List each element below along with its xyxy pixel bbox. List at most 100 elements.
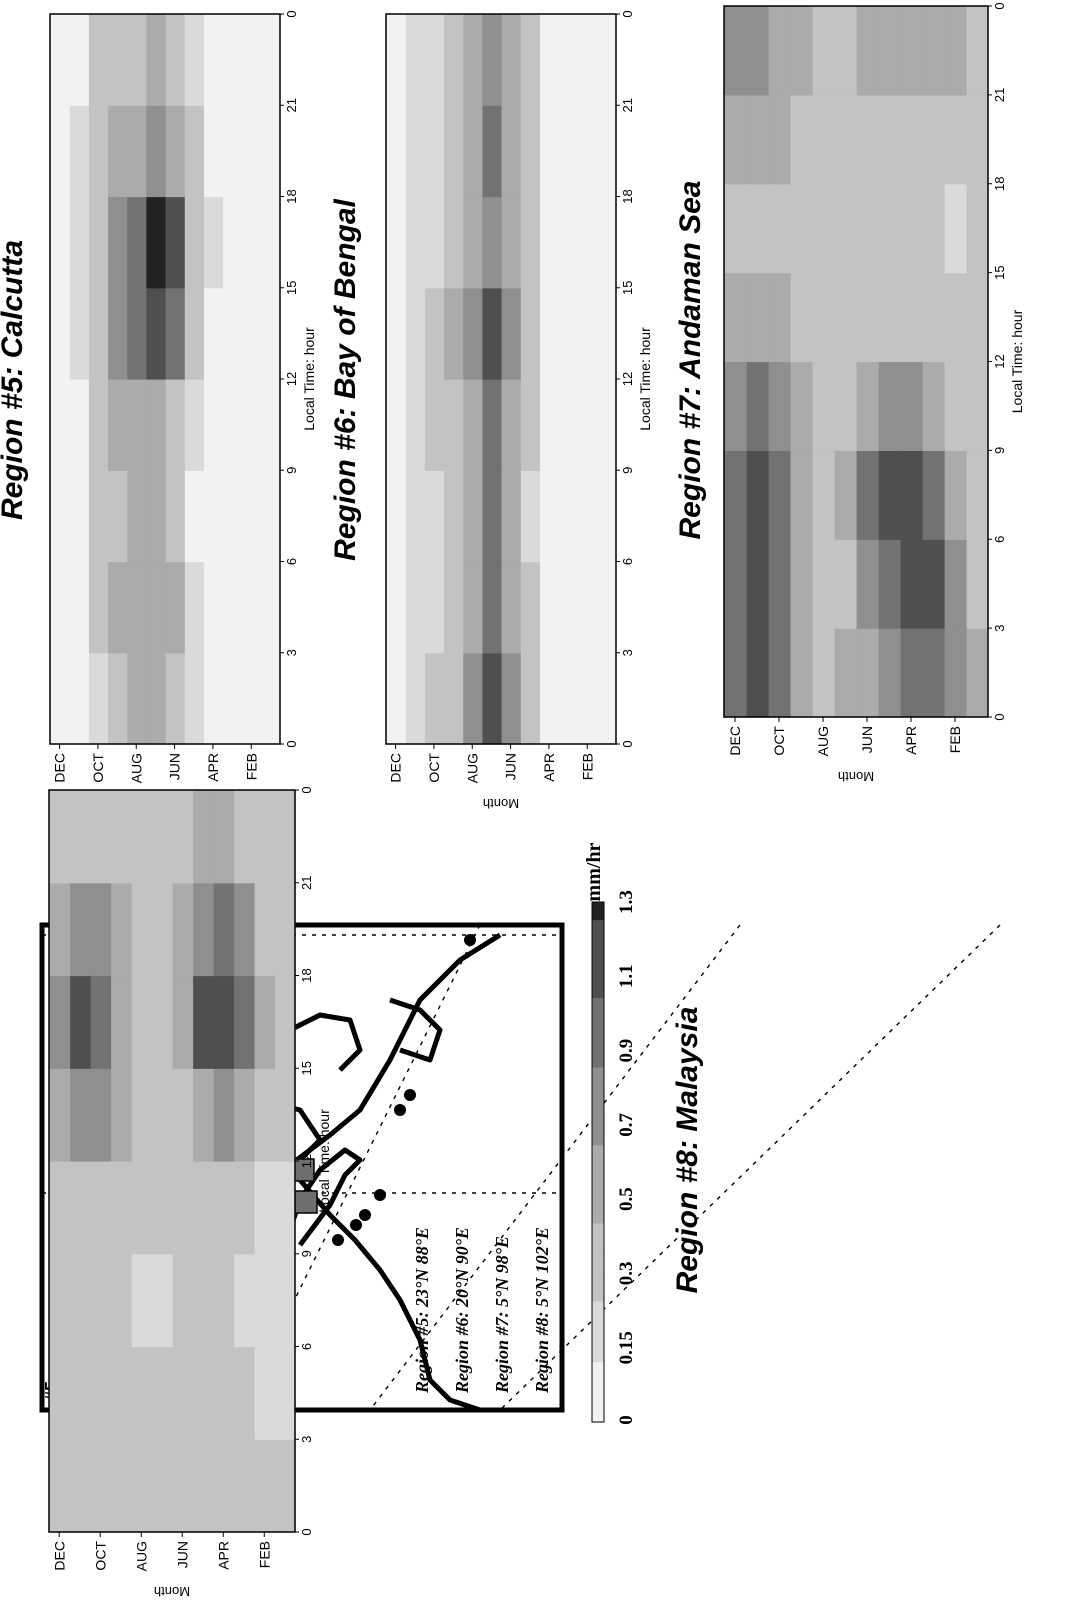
heatmap-cell — [856, 183, 879, 274]
heatmap-cell — [501, 14, 521, 106]
island — [350, 1219, 362, 1231]
heatmap-cell — [192, 1439, 214, 1533]
heatmap-cell — [386, 379, 406, 471]
heatmap-cell — [577, 287, 598, 380]
heatmap-cell — [834, 361, 857, 451]
color-bar-segment — [592, 1014, 604, 1025]
heatmap-cell — [768, 450, 791, 540]
heatmap-cell — [405, 470, 425, 563]
y-tick-label: FEB — [243, 753, 259, 780]
heatmap-cell — [49, 1439, 71, 1533]
heatmap-cell — [69, 105, 89, 198]
heatmap-cell — [165, 379, 185, 471]
color-bar-segment — [592, 1413, 604, 1423]
heatmap-cell — [213, 790, 235, 884]
heatmap-cell — [405, 287, 425, 380]
heatmap-cell — [241, 652, 262, 745]
heatmap-cell — [443, 561, 464, 654]
heatmap-cell — [88, 379, 109, 471]
x-tick-label: 12 — [284, 372, 299, 386]
y-axis-label: Month — [154, 1584, 190, 1599]
heatmap-cell — [462, 196, 483, 289]
heatmap-cell — [110, 882, 132, 977]
heatmap-cell — [481, 652, 502, 745]
x-tick-label: 15 — [992, 265, 1007, 279]
x-tick-label: 18 — [284, 189, 299, 203]
heatmap-cell — [443, 652, 464, 745]
heatmap-cell — [462, 14, 483, 106]
x-tick-label: 0 — [299, 1528, 314, 1535]
heatmap-cell — [558, 561, 579, 654]
heatmap-cell — [49, 790, 71, 884]
heatmap-cell — [88, 470, 109, 563]
heatmap-cell — [50, 287, 70, 380]
heatmap-cell — [520, 561, 540, 654]
heatmap-cell — [386, 105, 406, 198]
heatmap-cell — [558, 287, 579, 380]
y-tick-label: AUG — [128, 753, 144, 783]
color-bar-segment — [592, 1266, 604, 1276]
heatmap-cell — [768, 272, 791, 363]
heatmap-cell — [878, 6, 901, 96]
heatmap-cell — [203, 196, 224, 289]
color-bar-segment — [592, 1006, 604, 1016]
color-bar-segment — [592, 1040, 604, 1051]
heatmap-cell — [424, 14, 445, 106]
y-tick-label: JUN — [174, 1541, 190, 1568]
x-tick-label: 6 — [620, 558, 635, 565]
color-bar-segment — [592, 1196, 604, 1207]
heatmap-cell — [274, 1161, 296, 1255]
heatmap-cell — [126, 196, 147, 289]
color-bar-segment — [592, 1170, 604, 1181]
heatmap-cell — [126, 379, 147, 471]
region-caption: Region #6: 20°N 90°E — [452, 1227, 472, 1394]
color-bar-frame — [591, 901, 605, 1423]
heatmap-cell — [462, 470, 483, 563]
heatmap-cell — [724, 628, 747, 718]
heatmap-cell — [724, 272, 747, 363]
region-caption: Region #8: 5°N 102°E — [532, 1227, 552, 1394]
heatmap-cell — [145, 652, 166, 745]
heatmap-cell — [856, 361, 879, 451]
color-bar-segment — [592, 1404, 604, 1415]
heatmap-cell — [274, 1346, 296, 1440]
heatmap-cell — [213, 975, 235, 1069]
heatmap-cell — [90, 882, 112, 977]
heatmap-cell — [69, 196, 89, 289]
heatmap-cell — [724, 361, 747, 451]
x-tick-label: 0 — [284, 10, 299, 17]
color-bar-segment — [592, 902, 604, 912]
y-tick-label: OCT — [771, 726, 787, 756]
heatmap-cell — [596, 561, 617, 654]
color-bar-segment — [592, 1300, 604, 1311]
color-bar-segment — [592, 1283, 604, 1293]
heatmap-cell — [241, 105, 262, 198]
x-tick-label: 6 — [992, 536, 1007, 543]
heatmap-cell — [539, 652, 560, 745]
heatmap-cell — [856, 6, 879, 96]
heatmap-cell — [922, 6, 945, 96]
heatmap-cell — [481, 287, 502, 380]
heatmap-cell — [50, 196, 70, 289]
heatmap-cell — [462, 561, 483, 654]
heatmap-cell — [254, 790, 276, 884]
heatmap-cell — [172, 1161, 194, 1255]
heatmap-cell — [69, 1346, 91, 1440]
heatmap-cell — [90, 790, 112, 884]
x-tick-label: 15 — [284, 281, 299, 295]
heatmap-cell — [172, 790, 194, 884]
heatmap-cell — [443, 379, 464, 471]
island — [374, 1189, 386, 1201]
heatmap-cell — [90, 1253, 112, 1348]
heatmap-panel-2: 0 3 6 9 12 15 18 21 0 Local Time: hour DEC OCT AUG JU… — [329, 10, 653, 811]
heatmap-cell — [213, 1161, 235, 1255]
color-bar-segment — [592, 945, 604, 955]
x-tick-label: 3 — [620, 649, 635, 656]
heatmap-cell — [724, 6, 747, 96]
heatmap-cell — [944, 450, 967, 540]
heatmap-cell — [107, 652, 128, 745]
heatmap-cell — [260, 379, 281, 471]
heatmap-cell — [424, 287, 445, 380]
heatmap-cell — [856, 539, 879, 629]
heatmap-cell — [254, 1161, 276, 1255]
